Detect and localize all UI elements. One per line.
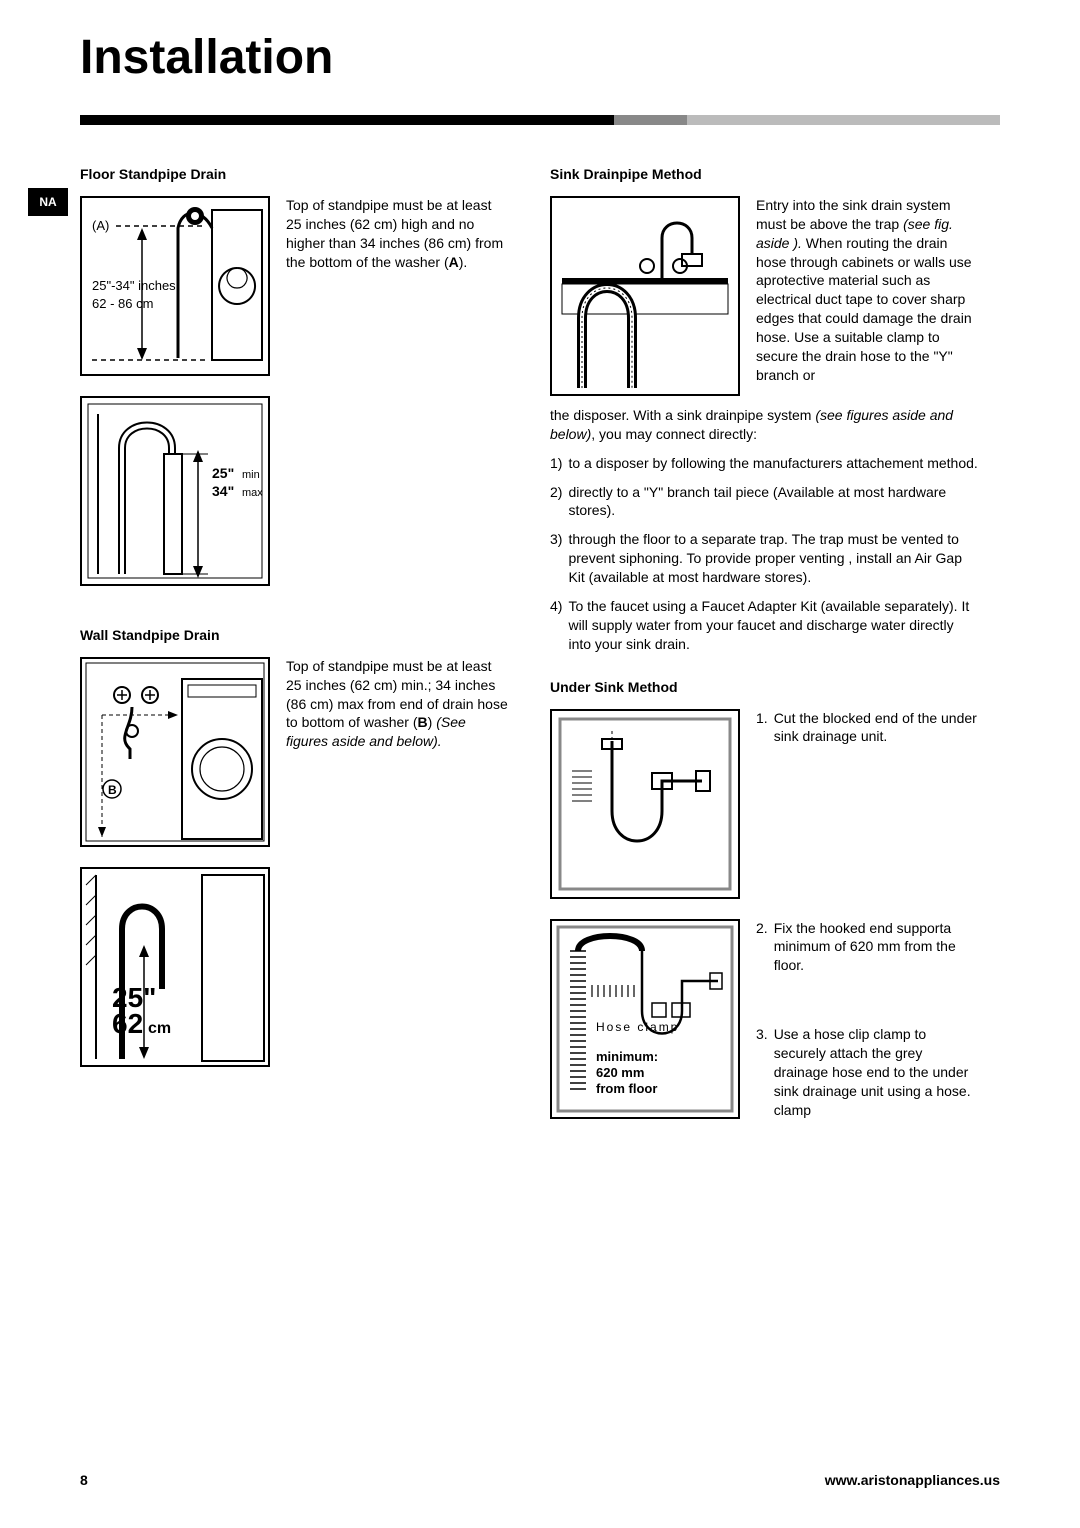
text-sink-2: the disposer. With a sink drainpipe syst…	[550, 406, 980, 444]
right-column: Sink Drainpipe Method	[550, 165, 980, 1150]
svg-text:62: 62	[112, 1008, 143, 1039]
svg-text:max: max	[242, 487, 263, 499]
svg-text:B: B	[108, 783, 117, 797]
text-floor-1: Top of standpipe must be at least 25 inc…	[286, 196, 510, 376]
sink-list: 1)to a disposer by following the manufac…	[550, 454, 980, 654]
heading-wall: Wall Standpipe Drain	[80, 626, 510, 645]
footer: 8 www.aristonappliances.us	[80, 1472, 1000, 1488]
diagram-floor-1: (A) 25	[80, 196, 270, 376]
svg-text:from floor: from floor	[596, 1081, 657, 1096]
svg-text:34": 34"	[212, 483, 234, 499]
heading-sink: Sink Drainpipe Method	[550, 165, 980, 184]
na-tab: NA	[28, 188, 68, 216]
svg-text:min: min	[242, 469, 260, 481]
diagram-under-2: Hose clamp minimum: 620 mm from floor	[550, 919, 740, 1119]
heading-under: Under Sink Method	[550, 678, 980, 697]
content-columns: Floor Standpipe Drain (A)	[80, 165, 1000, 1150]
diagram-wall-1: B	[80, 657, 270, 847]
footer-url: www.aristonappliances.us	[825, 1472, 1000, 1488]
divider-bar	[80, 115, 1000, 125]
label-a: (A)	[92, 218, 109, 233]
svg-text:62 - 86 cm: 62 - 86 cm	[92, 296, 153, 311]
text-sink-1: Entry into the sink drain system must be…	[756, 196, 980, 396]
svg-text:minimum:: minimum:	[596, 1049, 658, 1064]
text-wall-1: Top of standpipe must be at least 25 inc…	[286, 657, 510, 847]
diagram-under-1	[550, 709, 740, 899]
page-title: Installation	[80, 30, 1000, 85]
page-number: 8	[80, 1472, 88, 1488]
under-step-1: 1.Cut the blocked end of the under sink …	[756, 709, 980, 899]
under-steps-23: 2.Fix the hooked end supporta minimum of…	[756, 919, 980, 976]
diagram-wall-2: 25" 62 cm	[80, 867, 270, 1067]
left-column: Floor Standpipe Drain (A)	[80, 165, 510, 1150]
svg-text:25": 25"	[212, 465, 234, 481]
svg-text:cm: cm	[148, 1020, 171, 1037]
svg-text:25"-34" inches: 25"-34" inches	[92, 278, 176, 293]
svg-text:620 mm: 620 mm	[596, 1065, 644, 1080]
diagram-floor-2: 25" min 34" max	[80, 396, 270, 586]
svg-text:Hose clamp: Hose clamp	[596, 1020, 679, 1034]
heading-floor: Floor Standpipe Drain	[80, 165, 510, 184]
diagram-sink-1	[550, 196, 740, 396]
